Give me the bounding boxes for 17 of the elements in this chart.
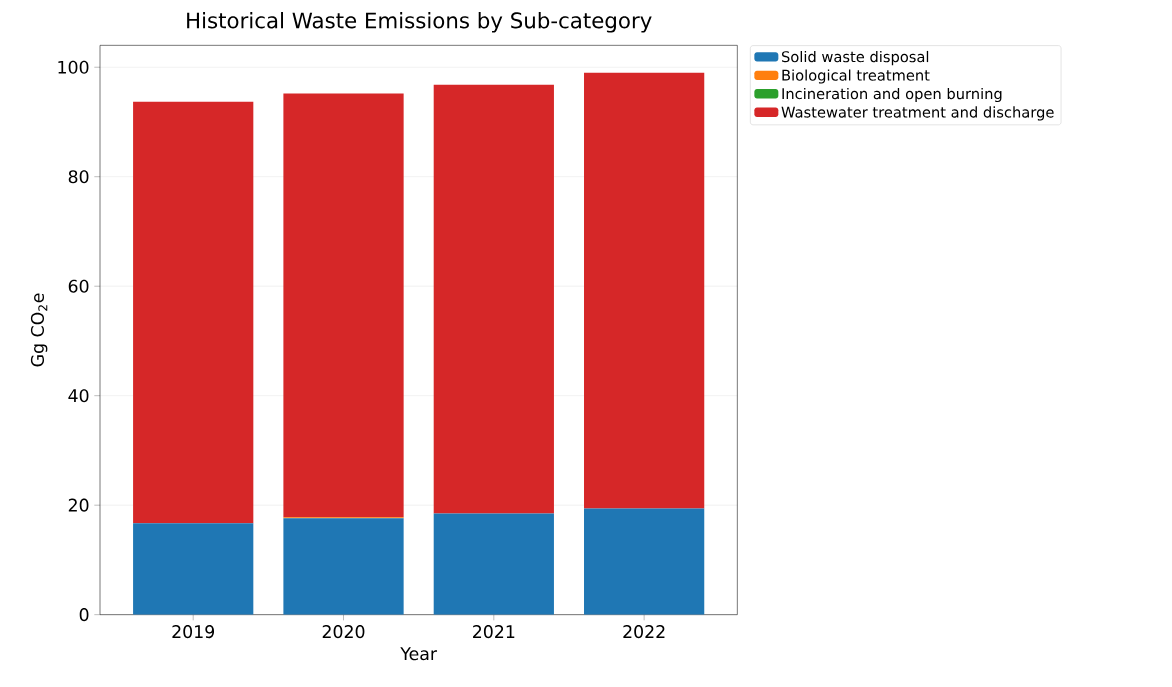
y-tick-label: 100 bbox=[58, 60, 89, 74]
y-tick-label: 20 bbox=[68, 498, 89, 512]
x-tick-label: 2019 bbox=[172, 625, 215, 639]
y-tick-label: 40 bbox=[68, 389, 89, 403]
legend-label: Biological treatment bbox=[782, 69, 930, 84]
x-axis-title: Year bbox=[400, 647, 438, 661]
legend-label: Incineration and open burning bbox=[782, 88, 1002, 103]
y-axis-title: Gg CO$_{2}$e bbox=[30, 293, 48, 367]
legend-label: Wastewater treatment and discharge bbox=[781, 106, 1054, 121]
x-tick-label: 2022 bbox=[623, 625, 665, 639]
y-tick-label: 60 bbox=[68, 279, 89, 293]
chart-title: Historical Waste Emissions by Sub-category bbox=[187, 12, 652, 33]
y-tick-label: 80 bbox=[68, 170, 89, 184]
x-tick-label: 2021 bbox=[473, 625, 515, 639]
x-tick-label: 2020 bbox=[322, 625, 365, 639]
legend-label: Solid waste disposal bbox=[781, 51, 929, 66]
y-tick-label: 0 bbox=[79, 608, 89, 622]
